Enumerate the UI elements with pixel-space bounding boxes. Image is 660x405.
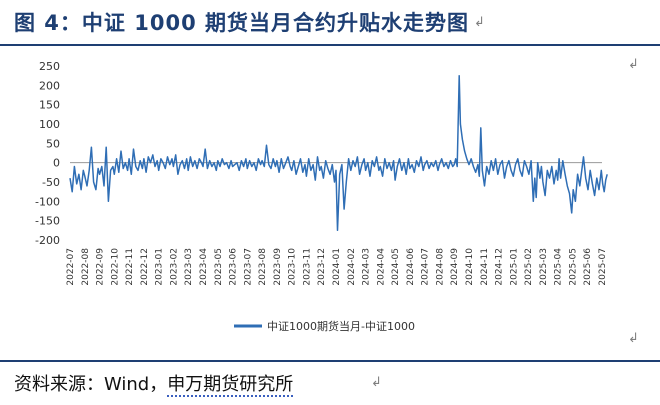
x-tick-label: 2022-12 [140,248,150,286]
y-tick-label: 200 [39,79,60,92]
x-tick-label: 2023-04 [199,248,209,286]
y-tick-label: 0 [53,157,60,170]
series-line [69,74,608,232]
x-tick-label: 2022-11 [125,248,135,286]
x-tick-label: 2023-11 [302,248,312,286]
x-tick-label: 2023-06 [229,248,239,286]
x-tick-label: 2025-07 [598,248,608,286]
y-tick-label: -150 [35,215,60,228]
y-tick-label: 100 [39,118,60,131]
x-tick-label: 2023-10 [288,248,298,286]
y-tick-label: 150 [39,99,60,112]
x-tick-label: 2024-07 [421,248,431,286]
x-tick-label: 2024-09 [450,248,460,286]
x-tick-label: 2023-02 [169,248,179,286]
x-tick-label: 2024-06 [406,248,416,286]
x-axis-ticks: 2022-07 2022-08 2022-09 2022-10 2022-11 2022-… [66,248,608,286]
x-tick-label: 2024-04 [376,248,386,286]
y-tick-label: 250 [39,60,60,73]
x-tick-label: 2024-11 [480,248,490,286]
x-tick-label: 2023-08 [258,248,268,286]
x-tick-label: 2023-09 [273,248,283,286]
x-tick-label: 2023-03 [184,248,194,286]
x-tick-label: 2023-07 [243,248,253,286]
paragraph-mark-icon: ↲ [474,15,485,30]
x-tick-label: 2024-10 [465,248,475,286]
y-tick-label: -50 [42,176,60,189]
y-tick-label: -200 [35,234,60,247]
legend-label: 中证1000期货当月-中证1000 [267,319,415,333]
y-axis-ticks: 250 200 150 100 50 0 -50 -100 -150 -200 [35,60,60,247]
source-wind: Wind， [104,374,168,395]
x-tick-label: 2024-01 [332,248,342,286]
x-tick-label: 2024-12 [495,248,505,286]
source-label: 资料来源： [14,374,104,395]
y-tick-label: 50 [46,137,60,150]
x-tick-label: 2022-07 [66,248,76,286]
x-tick-label: 2023-05 [214,248,224,286]
page-title: 图 4：中证 1000 期货当月合约升贴水走势图 [14,11,469,35]
x-tick-label: 2025-01 [509,248,519,286]
title-bar: 图 4：中证 1000 期货当月合约升贴水走势图 ↲ [0,0,660,46]
x-tick-label: 2025-05 [568,248,578,286]
source-note: 资料来源：Wind，申万期货研究所 [14,370,294,397]
x-tick-label: 2022-10 [110,248,120,286]
x-tick-label: 2024-03 [362,248,372,286]
legend: 中证1000期货当月-中证1000 [234,319,415,333]
x-tick-label: 2023-12 [317,248,327,286]
x-tick-label: 2025-06 [583,248,593,286]
paragraph-mark-icon: ↲ [628,331,639,346]
paragraph-mark-icon: ↲ [371,375,382,390]
x-tick-label: 2025-02 [524,248,534,286]
x-tick-label: 2024-05 [391,248,401,286]
source-org: 申万期货研究所 [167,374,294,397]
y-tick-label: -100 [35,195,60,208]
x-tick-label: 2022-09 [96,248,106,286]
x-tick-label: 2022-08 [81,248,91,286]
source-bar: 资料来源：Wind，申万期货研究所 ↲ [0,360,660,405]
x-tick-label: 2024-08 [435,248,445,286]
x-tick-label: 2025-03 [539,248,549,286]
paragraph-mark-icon: ↲ [628,57,639,72]
x-tick-label: 2024-02 [347,248,357,286]
x-tick-label: 2025-04 [554,248,564,286]
x-tick-label: 2023-01 [155,248,165,286]
